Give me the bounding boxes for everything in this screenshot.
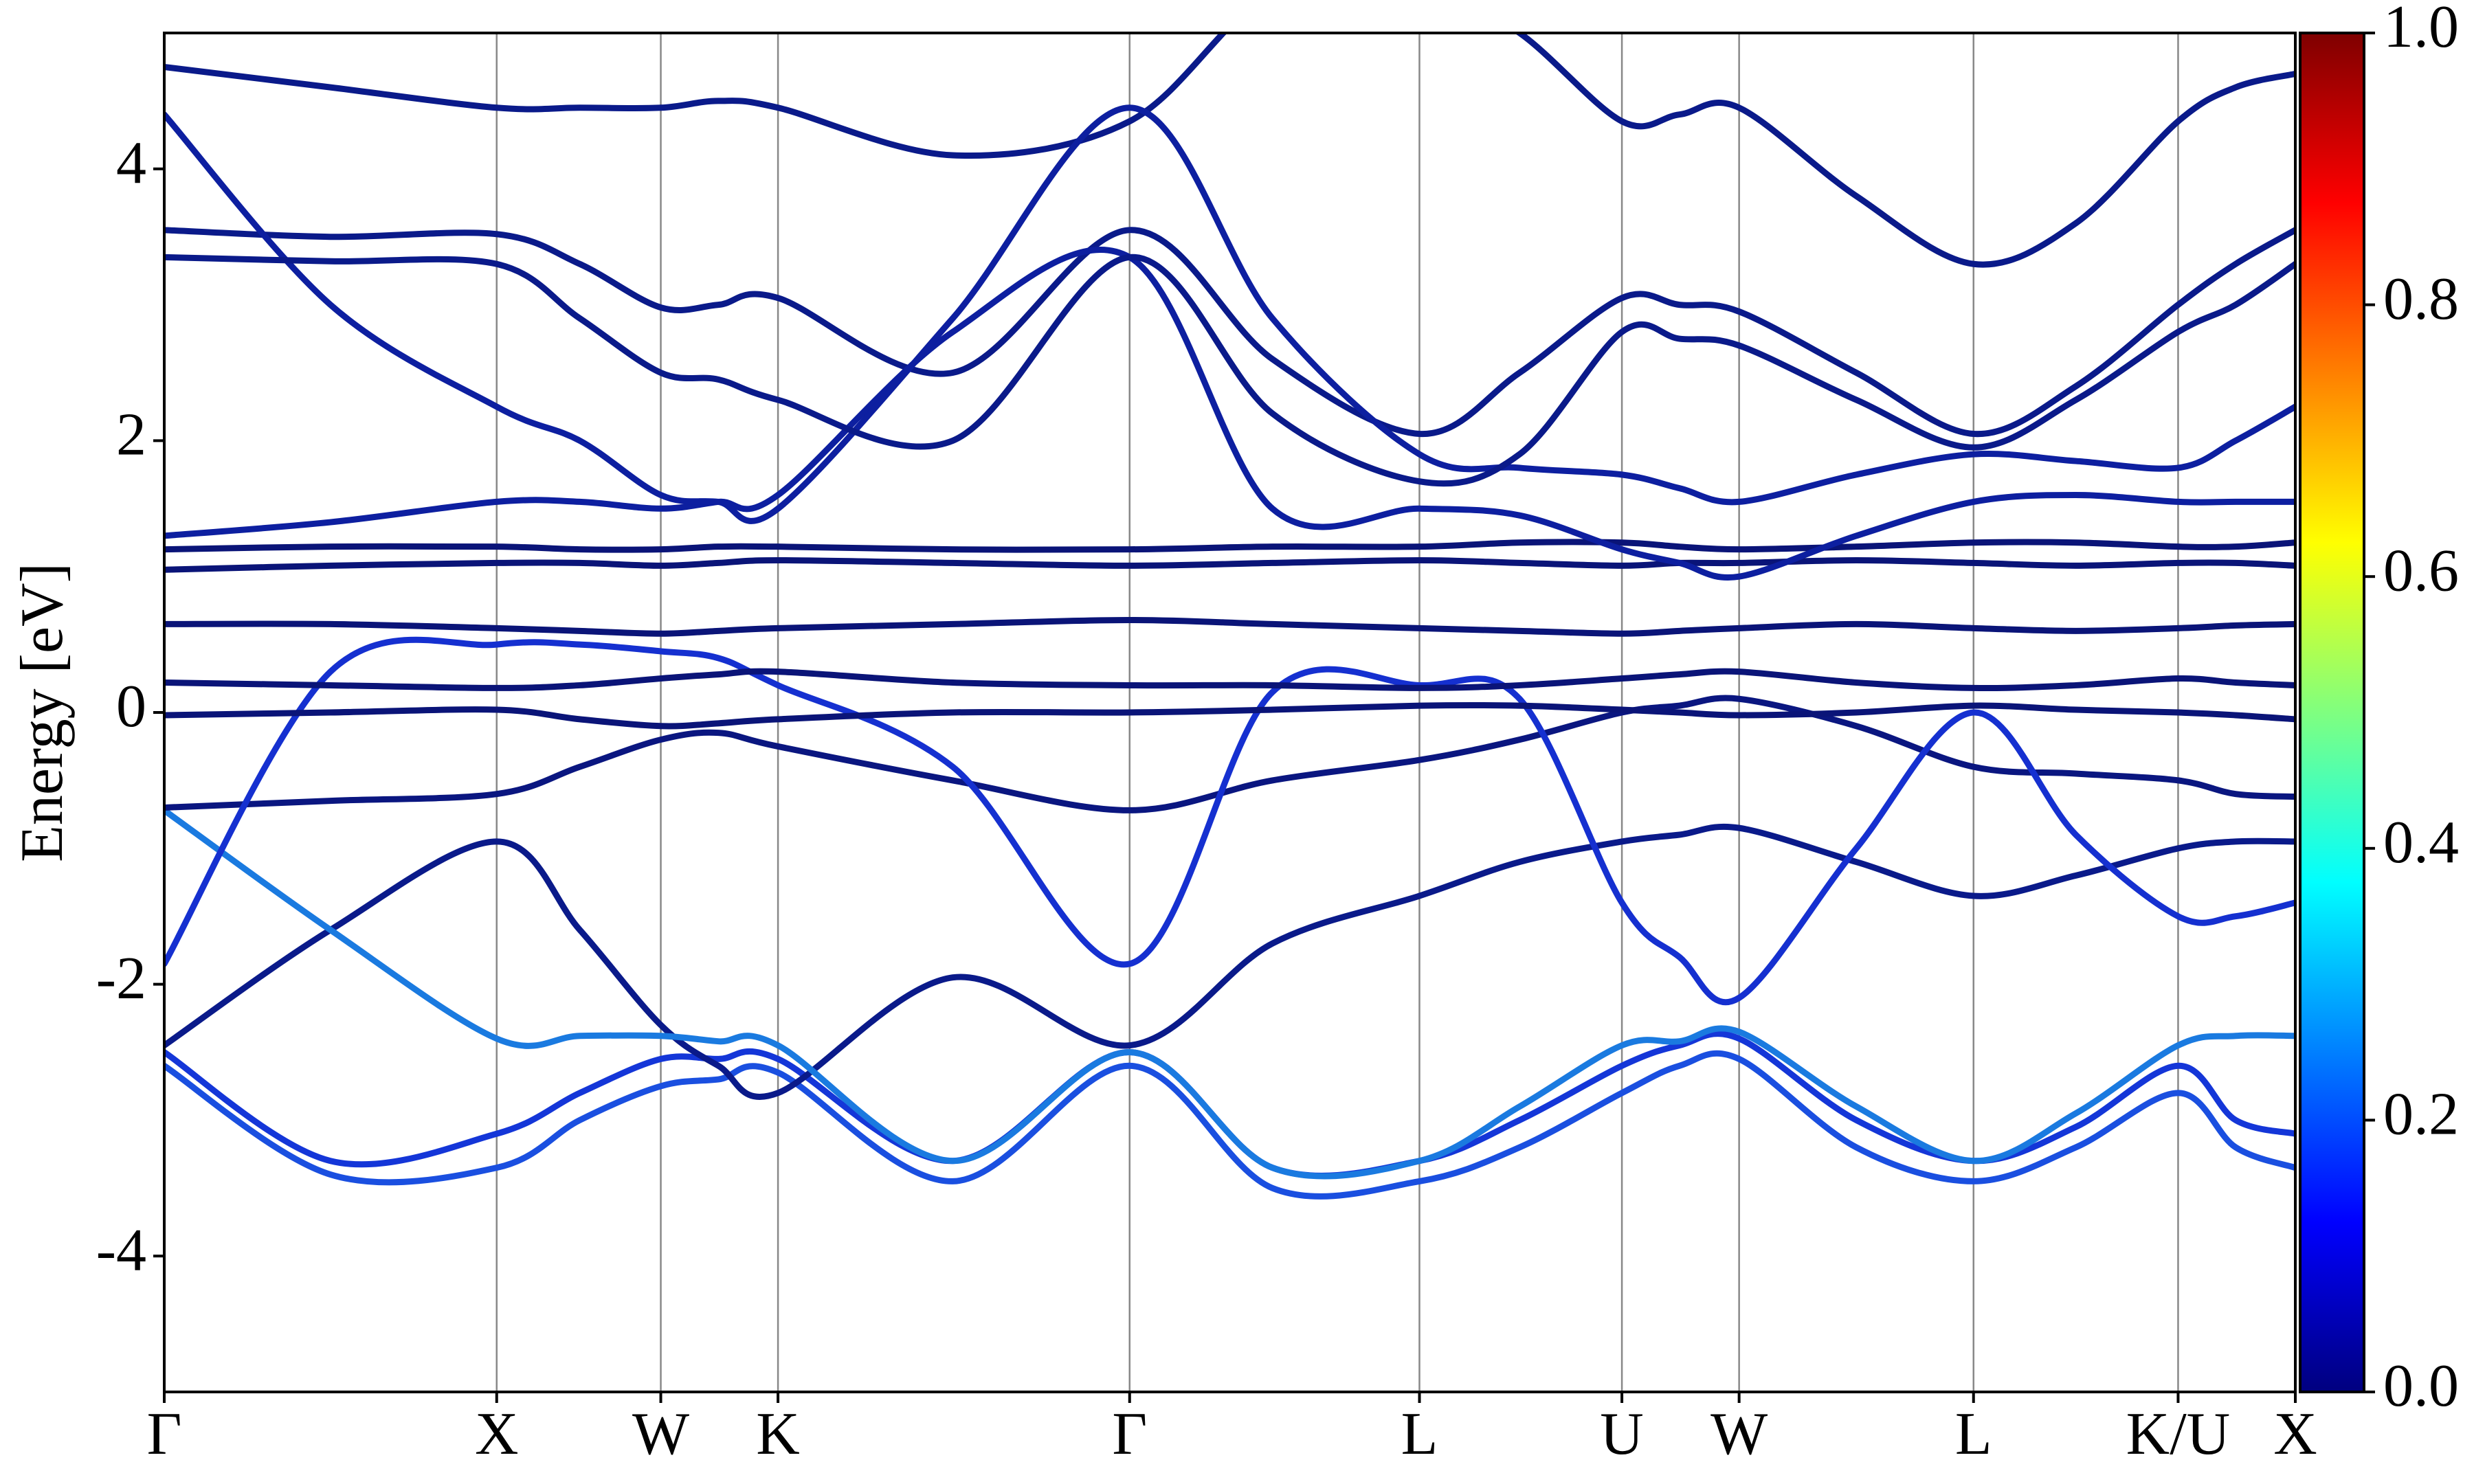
band-line xyxy=(164,539,2295,553)
colorbar-tick-label: 0.0 xyxy=(2383,1353,2459,1419)
x-tick-label: L xyxy=(1955,1401,1992,1468)
band-line xyxy=(164,807,2295,1180)
band-line xyxy=(164,556,2295,573)
colorbar xyxy=(2299,32,2365,1393)
band-line xyxy=(164,695,2295,813)
band-line xyxy=(164,668,2295,692)
band-line xyxy=(164,254,2295,487)
x-tick-label: X xyxy=(2273,1401,2317,1468)
x-tick-label: Γ xyxy=(147,1401,182,1468)
colorbar-tick-label: 1.0 xyxy=(2383,0,2459,60)
x-tick-label: X xyxy=(475,1401,519,1468)
y-tick-label: 2 xyxy=(116,402,146,469)
band-line xyxy=(164,247,2295,581)
y-tick-label: 0 xyxy=(116,673,146,740)
band-line xyxy=(164,701,2295,730)
x-tick-label: K xyxy=(756,1401,800,1468)
x-tick-label: Γ xyxy=(1112,1401,1147,1468)
y-tick-label: -4 xyxy=(96,1217,146,1283)
x-tick-label: W xyxy=(1710,1401,1768,1468)
colorbar-tick-label: 0.2 xyxy=(2383,1081,2459,1148)
y-tick-label: 4 xyxy=(116,130,146,196)
band-line xyxy=(164,636,2295,1006)
y-tick-label: -2 xyxy=(96,945,146,1012)
x-tick-label: K/U xyxy=(2126,1401,2231,1468)
band-line xyxy=(164,227,2295,438)
band-line xyxy=(164,616,2295,637)
colorbar-tick-label: 0.4 xyxy=(2383,809,2459,876)
band-line xyxy=(164,1050,2295,1200)
colorbar-tick-label: 0.8 xyxy=(2383,266,2459,333)
x-tick-label: L xyxy=(1401,1401,1438,1468)
band-line xyxy=(164,104,2295,524)
x-tick-label: W xyxy=(632,1401,689,1468)
band-line xyxy=(164,33,2295,268)
band-line xyxy=(164,823,2295,1100)
colorbar-tick-label: 0.6 xyxy=(2383,537,2459,604)
y-axis-label: Energy [eV] xyxy=(9,563,76,862)
x-tick-label: U xyxy=(1600,1401,1644,1468)
